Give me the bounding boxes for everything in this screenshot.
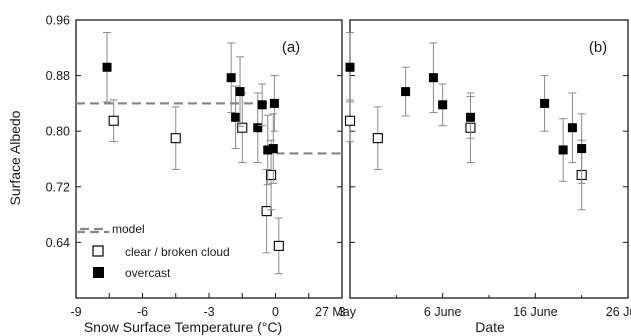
overcast-point [428,73,438,83]
x-tick-label: 16 June [513,305,558,319]
panel-b-label: (b) [589,39,607,56]
overcast-point [345,62,355,72]
clear-point [344,115,356,126]
panel-b-frame [349,19,629,299]
y-tick-label: 0.64 [46,236,70,250]
clear-point [108,115,119,126]
clear-point [273,240,284,251]
overcast-point [401,87,411,97]
overcast-point [263,145,273,155]
legend-clear-label: clear / broken cloud [125,245,230,259]
overcast-point [253,123,263,133]
overcast-point [226,73,236,83]
clear-point [237,122,248,133]
y-tick-label: 0.80 [46,125,70,139]
legend: model clear / broken cloud overcast [80,222,230,280]
x-tick-label: -6 [137,305,148,319]
panel-a-label: (a) [282,39,300,56]
overcast-point [577,144,587,154]
clear-point [170,133,181,144]
overcast-point [567,123,577,133]
panel-b: 27 May 6 June 16 June 26 June (b) Date [315,19,631,335]
overcast-point [540,98,550,108]
y-tick-label: 0.88 [46,69,70,83]
overcast-point [235,87,245,97]
overcast-point [268,144,278,154]
legend-overcast-label: overcast [125,266,171,280]
x-tick-label: 26 June [606,305,631,319]
x-tick-label: -3 [203,305,214,319]
overcast-point [558,145,568,155]
x-tick-label: 3 [339,305,346,319]
clear-point [261,206,272,217]
overcast-point [269,98,279,108]
panel-b-ticks: 27 May 6 June 16 June 26 June [315,19,631,319]
x-tick-label: 0 [272,305,279,319]
legend-model-label: model [112,222,145,236]
clear-point [266,169,277,181]
model-lines [76,102,342,234]
x-tick-label: 6 June [424,305,462,319]
overcast-point [102,62,112,72]
x-axis-title-a: Snow Surface Temperature (°C) [84,319,282,335]
overcast-point [465,112,475,122]
panel-b-data [344,32,587,211]
y-tick-label: 0.72 [46,180,70,194]
legend-clear-swatch [92,245,104,257]
y-tick-label: 0.96 [46,14,70,28]
y-axis-title: Surface Albedo [7,110,23,205]
x-axis-title-b: Date [475,319,505,335]
overcast-point [257,100,267,110]
overcast-point [231,112,241,122]
panel-a: 0.64 0.72 0.80 0.88 0.96 -9 -6 -3 0 3 (a) Surface… [7,14,346,336]
panel-a-data [102,32,284,275]
clear-point [372,133,383,144]
overcast-point [438,100,448,110]
legend-overcast-swatch [93,267,104,278]
x-tick-label: -9 [70,305,81,319]
x-tick-label: 27 May [315,305,357,319]
panel-a-ticks: 0.64 0.72 0.80 0.88 0.96 -9 -6 -3 0 3 [46,14,346,320]
